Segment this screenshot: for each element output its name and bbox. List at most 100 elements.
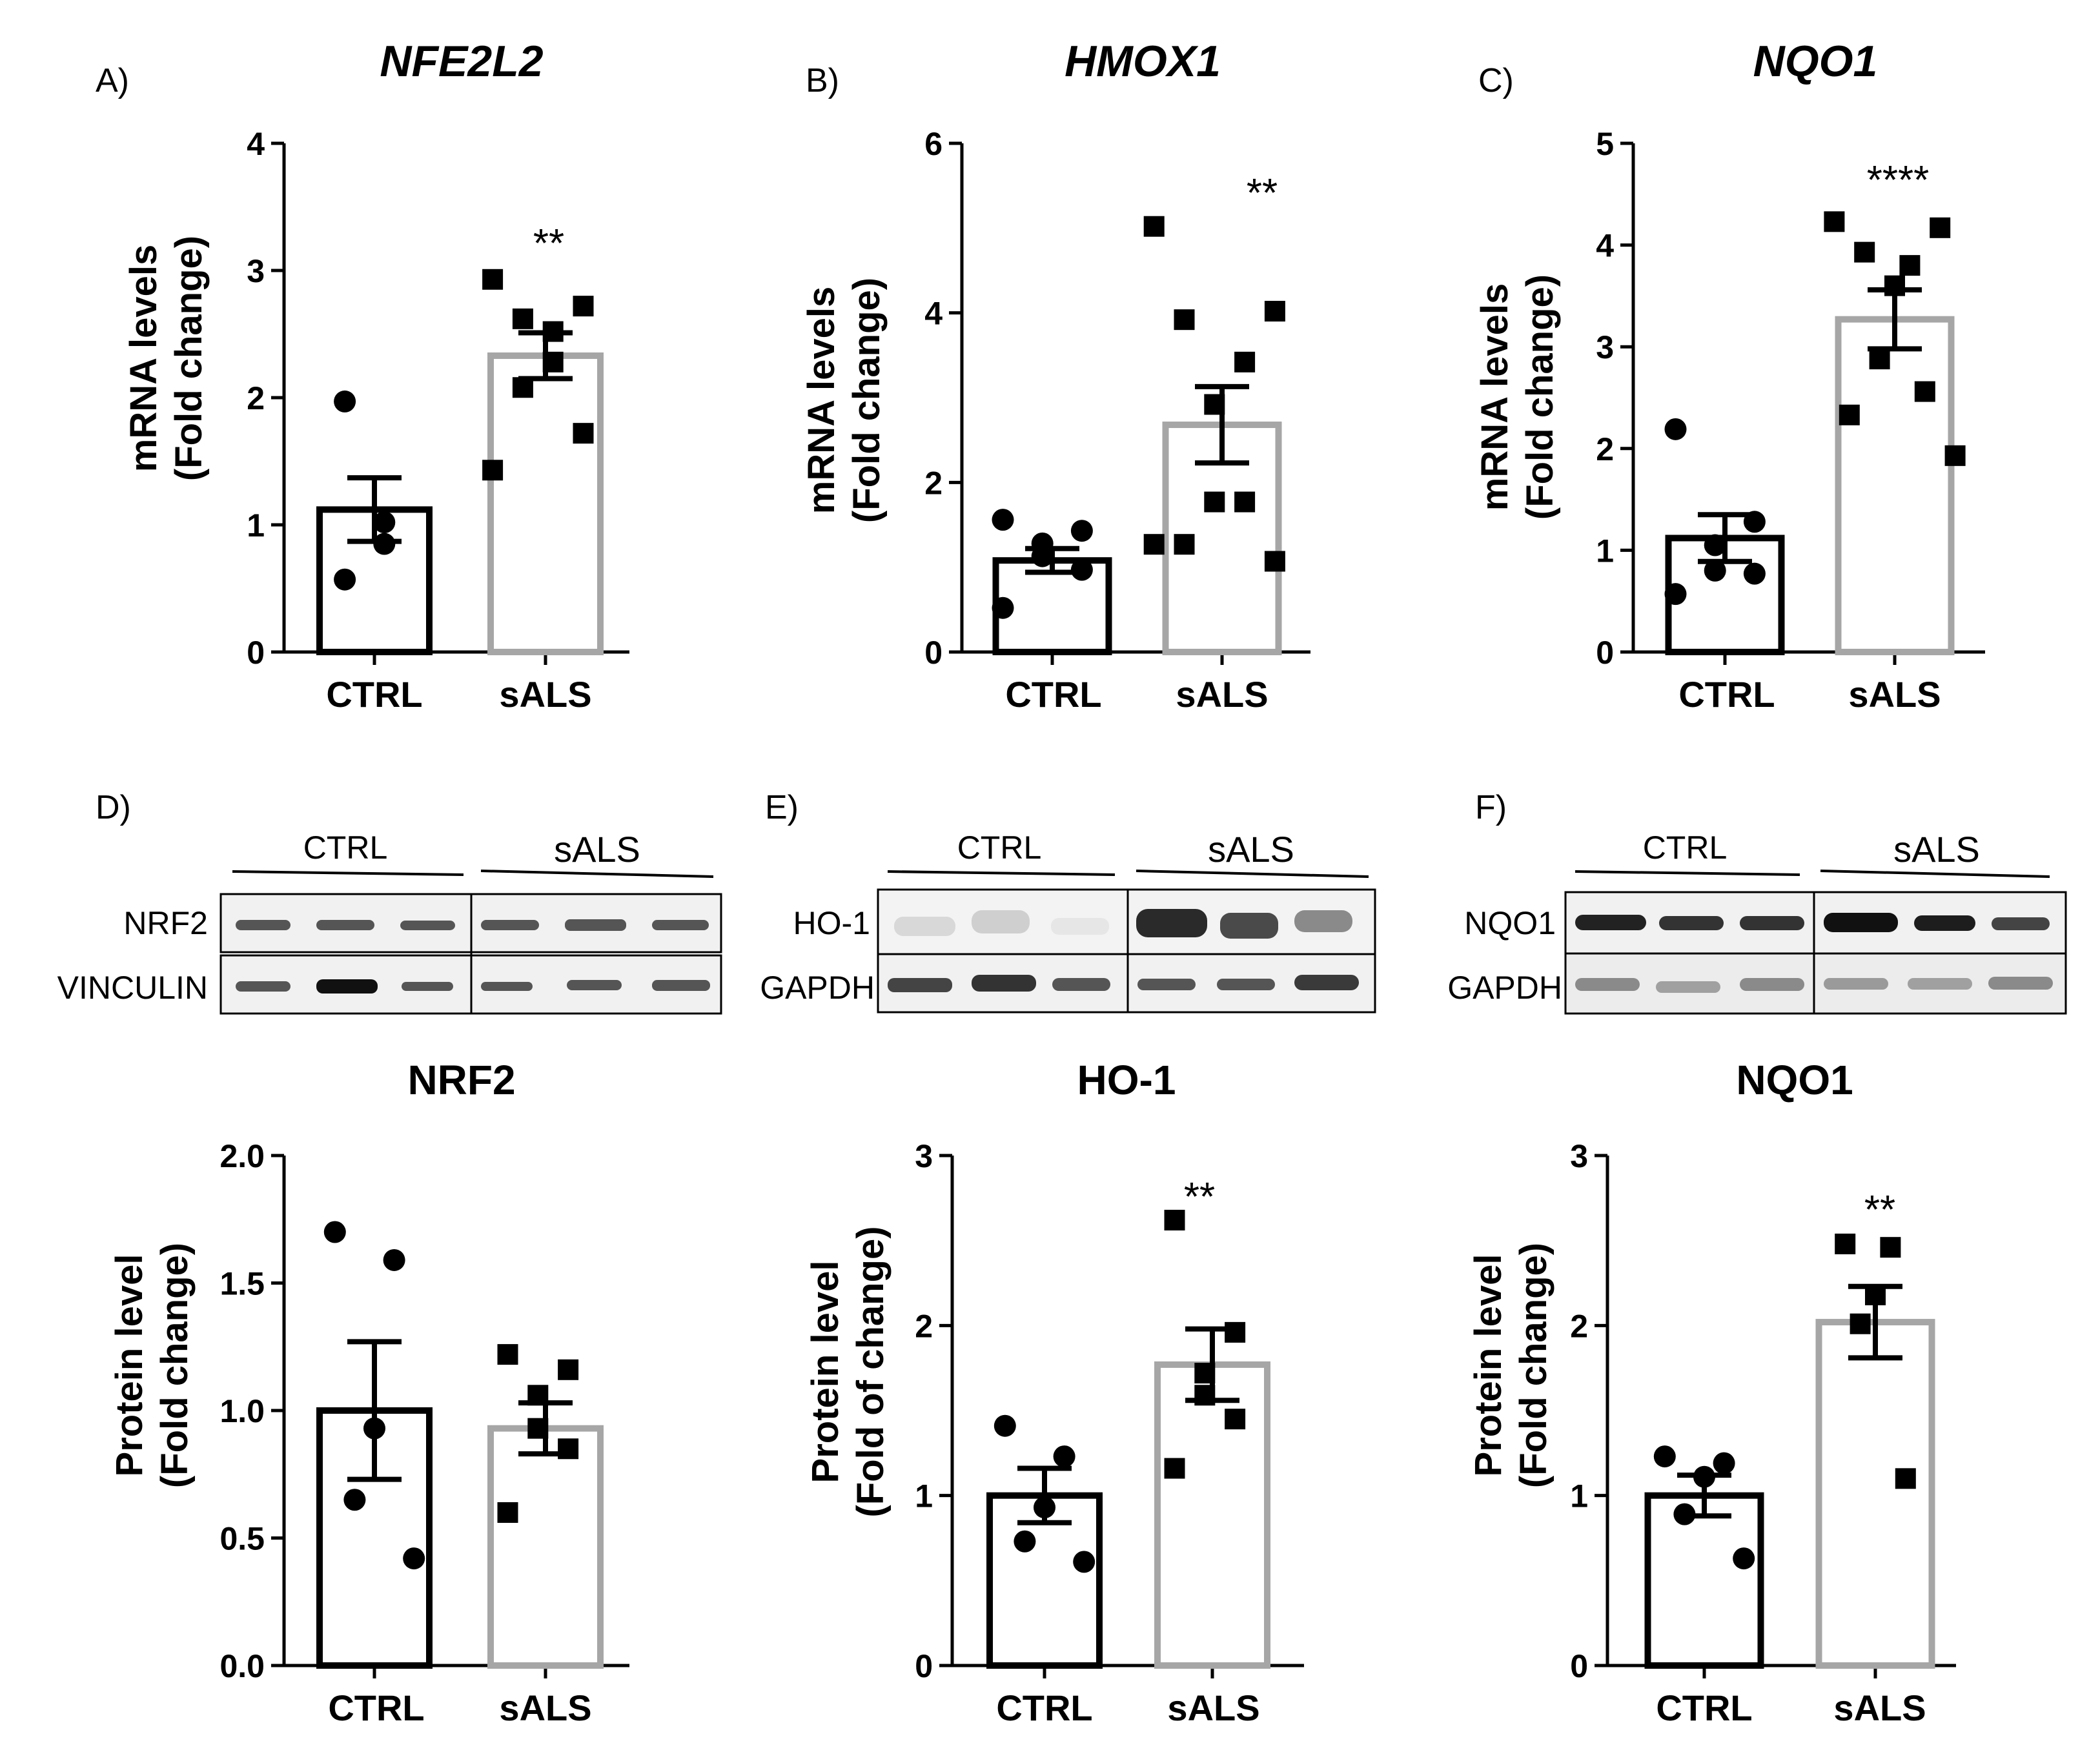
y-tick-label: 0 [1596, 635, 1614, 671]
blot-band [1052, 978, 1110, 991]
data-point-sals [1234, 351, 1256, 372]
bar-sals [487, 1425, 604, 1669]
bar-chart: 0 1 2 3 [915, 1138, 1304, 1684]
blot-band [652, 920, 709, 930]
blot-band [1740, 916, 1804, 930]
error-bar [347, 1339, 402, 1482]
y-tick-label: 0 [924, 635, 943, 671]
panel-d: D) CTRL sALS NRF2 VINCULIN [57, 789, 722, 1728]
blot-group-label: CTRL [303, 830, 388, 866]
bar-chart: 0 2 4 6 [924, 126, 1310, 671]
blot-band [972, 910, 1030, 933]
data-point-ctrl [1073, 1551, 1096, 1573]
data-point-sals [1225, 1321, 1246, 1343]
error-bar [1698, 512, 1752, 564]
y-tick-label: 3 [247, 253, 265, 289]
y-axis-label: Protein level [1467, 1254, 1509, 1477]
data-point-sals [1869, 349, 1890, 370]
data-point-sals [1264, 551, 1285, 572]
data-point-ctrl [1070, 558, 1093, 581]
panel-label: F) [1475, 789, 1507, 826]
y-tick-label: 6 [924, 126, 943, 162]
y-axis-label-sub: (Fold change) [1519, 274, 1561, 520]
data-point-sals [1914, 381, 1935, 402]
blot-band [1824, 913, 1898, 932]
y-tick-label: 0 [247, 635, 265, 671]
blot-group-line [232, 870, 464, 876]
blot-band [1294, 975, 1359, 990]
blot-group-line [887, 870, 1116, 876]
blot-band [1740, 978, 1804, 991]
error-bar [518, 330, 573, 382]
panel-c: C) NQO1 mRNA levels (Fold change) 0 1 2 3 4 5… [1474, 37, 1985, 715]
data-point-ctrl [323, 1221, 346, 1243]
y-tick-label: 5 [1596, 126, 1614, 162]
blot-band [236, 920, 291, 930]
x-tick-label: CTRL [1656, 1687, 1752, 1728]
blot-band [481, 920, 539, 930]
data-point-ctrl [383, 1248, 405, 1271]
y-axis-label: mRNA levels [1474, 283, 1516, 511]
blot-frame [1564, 891, 2067, 955]
blot-band [1656, 981, 1720, 993]
blot-band [402, 982, 453, 991]
data-point-sals [1143, 534, 1165, 555]
blot-group-label: sALS [1208, 829, 1294, 870]
data-point-sals [497, 1502, 518, 1523]
y-tick-label: 2 [1596, 431, 1614, 467]
panel-label: E) [765, 789, 799, 826]
significance-label: ** [1247, 171, 1278, 216]
blot-group-line [1575, 870, 1800, 876]
panel-label: C) [1478, 62, 1514, 99]
x-tick-label: sALS [499, 674, 591, 715]
data-point-sals [1930, 217, 1951, 238]
significance-label: ** [1184, 1175, 1215, 1219]
panel-a: A) NFE2L2 mRNA levels (Fold change) 0 1 2 3… [96, 37, 629, 715]
data-point-sals [1824, 211, 1845, 232]
x-tick-label: CTRL [328, 1687, 424, 1728]
blot-group-label: CTRL [1643, 830, 1728, 866]
blot-band [1908, 978, 1972, 990]
y-tick-label: 1.5 [219, 1266, 265, 1302]
data-point-sals [1944, 445, 1966, 466]
data-point-ctrl [1704, 559, 1726, 582]
y-axis-label-sub: (Fold change) [154, 1243, 196, 1488]
data-point-sals [482, 269, 504, 290]
y-axis-label-sub: (Fold change) [1513, 1243, 1555, 1488]
error-bar [1017, 1465, 1072, 1525]
chart-title: HMOX1 [1065, 37, 1221, 86]
x-tick-label: sALS [1167, 1687, 1259, 1728]
y-tick-label: 1.0 [219, 1393, 265, 1429]
data-point-ctrl [1743, 562, 1766, 585]
data-point-sals [1225, 1409, 1246, 1430]
data-point-sals [1835, 1233, 1856, 1254]
chart-title: NFE2L2 [380, 37, 543, 86]
blot-frame [877, 953, 1376, 1014]
chart-title: NQO1 [1736, 1057, 1853, 1103]
data-point-ctrl [1053, 1445, 1075, 1468]
data-point-ctrl [1664, 583, 1687, 606]
western-blot: CTRL sALS NRF2 VINCULIN [57, 829, 722, 1015]
significance-label: ** [533, 221, 564, 266]
data-point-sals [1880, 1237, 1901, 1258]
y-tick-label: 4 [1596, 228, 1614, 264]
data-point-sals [1204, 491, 1225, 513]
blot-band [1051, 918, 1109, 935]
bar-chart: 0 1 2 3 [1570, 1138, 1956, 1684]
blot-row-label: NRF2 [123, 905, 208, 941]
data-point-ctrl [1704, 534, 1726, 556]
data-point-sals [558, 1359, 579, 1380]
data-point-sals [1164, 1210, 1185, 1231]
error-bar [1868, 287, 1922, 352]
data-point-sals [573, 296, 594, 317]
error-bar [1185, 1326, 1239, 1403]
bar-ctrl [1644, 1492, 1764, 1669]
blot-row-label: HO-1 [793, 905, 870, 941]
panel-b: B) HMOX1 mRNA levels (Fold change) 0246 … [800, 37, 1310, 715]
bar-sals [487, 352, 604, 655]
x-tick-label: sALS [1833, 1687, 1926, 1728]
blot-frame [877, 888, 1376, 955]
blot-group-line [1820, 870, 2050, 878]
y-tick-label: 1 [1596, 533, 1614, 569]
data-point-ctrl [334, 568, 356, 591]
